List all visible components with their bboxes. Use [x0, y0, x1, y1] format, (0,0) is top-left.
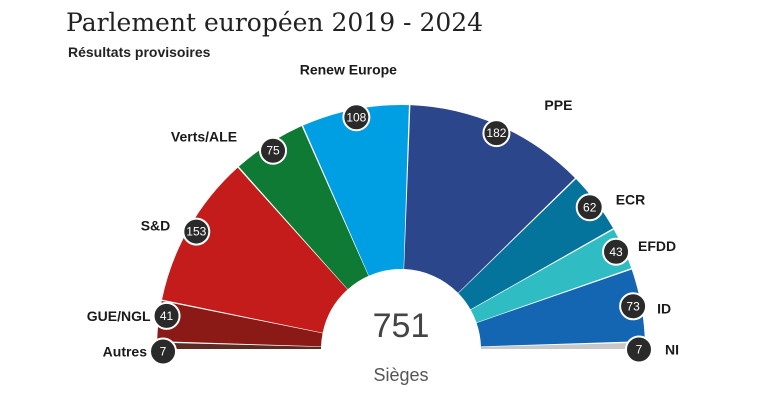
seat-badge-circle — [619, 292, 648, 321]
party-label-ecr: ECR — [616, 191, 646, 207]
seat-badge-ppe: 182 — [482, 119, 511, 148]
seat-badge-s-d: 153 — [182, 217, 211, 246]
segment-renew-europe — [303, 105, 409, 276]
party-label-gue-ngl: GUE/NGL — [87, 308, 151, 324]
seat-badges: 7 41 153 75 108 182 62 43 73 7 — [149, 103, 653, 366]
party-label-renew-europe: Renew Europe — [300, 61, 397, 77]
party-labels: Autres GUE/NGL S&D Verts/ALE Renew Europe PPE… — [87, 61, 679, 359]
seat-badge-circle — [624, 335, 653, 364]
segment-efdd — [470, 229, 632, 323]
seat-count-renew-europe: 108 — [346, 110, 366, 124]
seat-badge-circle — [602, 237, 631, 266]
total-seats-label: Sièges — [373, 365, 428, 385]
segment-ecr — [458, 178, 614, 310]
seat-badge-renew-europe: 108 — [342, 103, 371, 132]
segment-s-d — [162, 167, 348, 333]
seat-count-efdd: 43 — [609, 245, 623, 259]
party-label-autres: Autres — [103, 344, 148, 360]
seat-count-ecr: 62 — [583, 200, 597, 214]
seat-badge-id: 73 — [619, 292, 648, 321]
seat-count-id: 73 — [626, 299, 640, 313]
seat-badge-verts-ale: 75 — [259, 136, 288, 165]
segment-ppe — [404, 105, 575, 293]
party-label-s-d: S&D — [141, 218, 171, 234]
seat-count-verts-ale: 75 — [266, 144, 280, 158]
seat-count-ppe: 182 — [486, 126, 506, 140]
segment-autres — [157, 342, 322, 349]
seat-count-s-d: 153 — [186, 225, 206, 239]
seat-badge-autres: 7 — [149, 337, 178, 366]
seat-badge-circle — [482, 119, 511, 148]
segment-ni — [480, 342, 645, 349]
seat-count-ni: 7 — [636, 343, 643, 357]
party-label-ppe: PPE — [544, 97, 572, 113]
chart-title: Parlement européen 2019 - 2024 — [66, 8, 484, 37]
seat-badge-circle — [149, 337, 178, 366]
seat-segments — [157, 105, 645, 349]
party-label-verts-ale: Verts/ALE — [171, 129, 237, 145]
seat-badge-circle — [575, 193, 604, 222]
chart-subtitle: Résultats provisoires — [68, 44, 211, 60]
segment-verts-ale — [238, 126, 369, 290]
seat-badge-ecr: 62 — [575, 193, 604, 222]
seat-badge-ni: 7 — [624, 335, 653, 364]
party-label-id: ID — [657, 300, 671, 316]
seat-badge-gue-ngl: 41 — [152, 301, 181, 330]
seat-badge-circle — [152, 301, 181, 330]
segment-id — [476, 269, 645, 347]
party-label-efdd: EFDD — [638, 238, 676, 254]
total-seats: 751 — [373, 307, 430, 345]
seat-count-gue-ngl: 41 — [160, 309, 174, 323]
seat-badge-circle — [342, 103, 371, 132]
seat-badge-circle — [182, 217, 211, 246]
party-label-ni: NI — [665, 342, 679, 358]
seat-badge-circle — [259, 136, 288, 165]
segment-gue-ngl — [157, 301, 323, 347]
seat-count-autres: 7 — [160, 345, 167, 359]
seat-badge-efdd: 43 — [602, 237, 631, 266]
